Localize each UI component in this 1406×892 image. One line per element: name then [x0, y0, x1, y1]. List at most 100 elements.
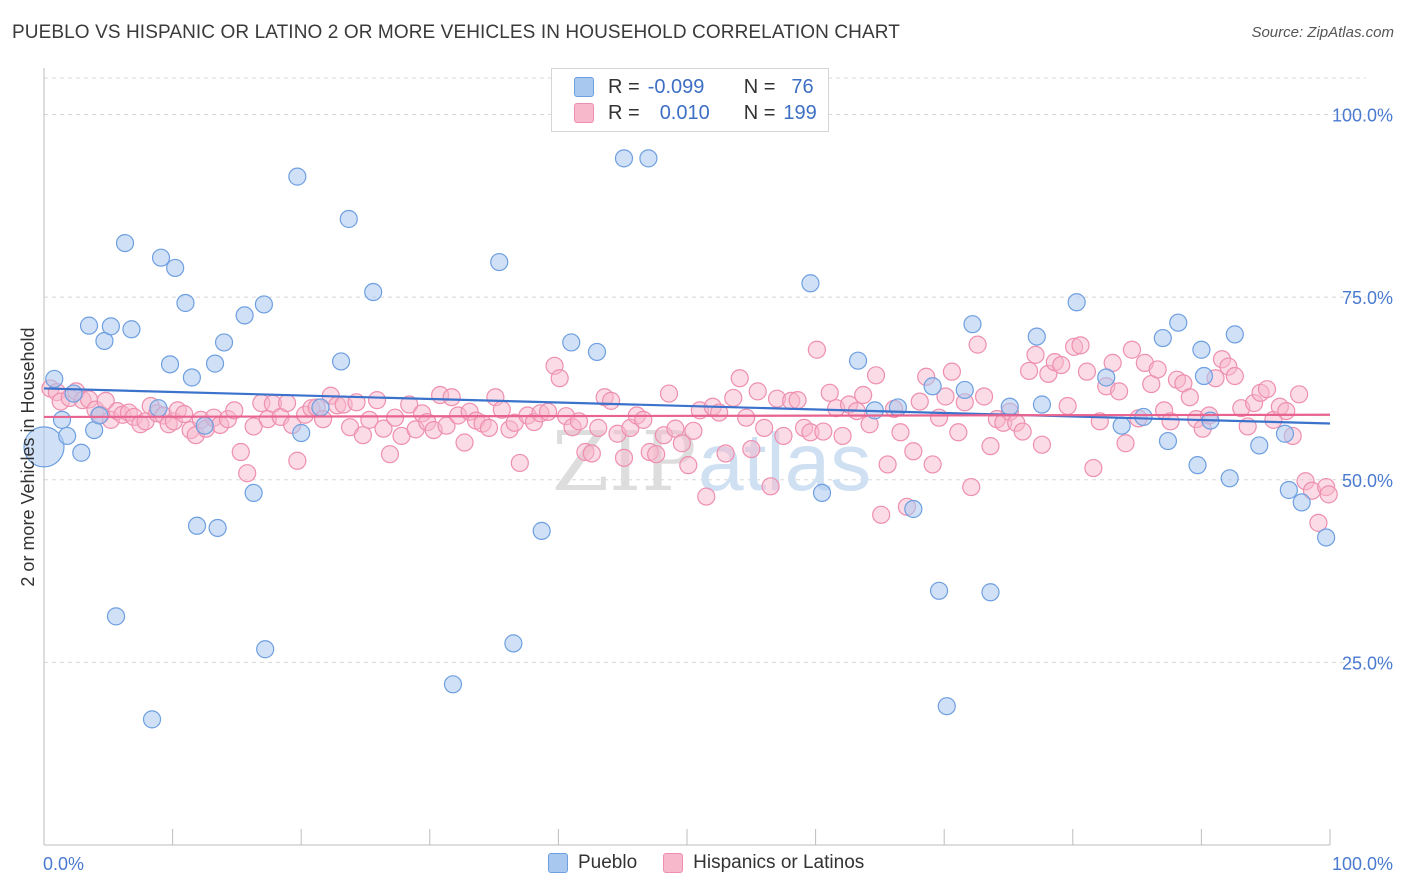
- data-point-hispanics: [1052, 355, 1071, 375]
- data-point-hispanics: [923, 455, 942, 474]
- data-point-pueblo: [52, 410, 72, 429]
- legend-swatch-hispanics: [574, 103, 594, 123]
- data-point-pueblo: [187, 516, 207, 535]
- data-point-hispanics: [730, 369, 749, 388]
- data-point-hispanics: [550, 369, 569, 388]
- legend-swatch-pueblo: [574, 77, 594, 97]
- data-point-hispanics: [878, 455, 897, 474]
- data-point-hispanics: [385, 408, 405, 427]
- x-tick-label-max: 100.0%: [1332, 854, 1393, 874]
- data-point-hispanics: [904, 442, 923, 461]
- data-point-hispanics: [774, 426, 793, 446]
- data-point-pueblo: [562, 333, 581, 352]
- data-point-hispanics: [589, 418, 608, 437]
- data-point-pueblo: [182, 368, 201, 387]
- data-point-pueblo: [205, 354, 225, 373]
- data-point-hispanics: [1109, 382, 1129, 401]
- data-point-pueblo: [1194, 366, 1214, 386]
- data-point-pueblo: [1027, 327, 1046, 346]
- data-point-hispanics: [244, 417, 263, 436]
- data-point-hispanics: [479, 418, 499, 437]
- legend-label-hispanics: Hispanics or Latinos: [693, 852, 865, 873]
- data-point-hispanics: [949, 423, 968, 442]
- data-point-pueblo: [504, 634, 523, 653]
- data-point-pueblo: [45, 369, 64, 389]
- data-point-hispanics: [1309, 513, 1328, 532]
- trendline-hispanics: [43, 413, 1331, 419]
- legend-swatch-hispanics: [663, 853, 684, 873]
- data-point-hispanics: [614, 448, 634, 467]
- data-point-hispanics: [367, 391, 387, 410]
- data-point-hispanics: [539, 402, 558, 421]
- data-point-pueblo: [812, 483, 832, 503]
- data-point-hispanics: [1013, 422, 1032, 441]
- data-point-hispanics: [380, 445, 400, 464]
- data-point-hispanics: [1161, 412, 1180, 431]
- data-point-pueblo: [1134, 407, 1153, 427]
- data-point-hispanics: [724, 388, 743, 408]
- trendline-pueblo: [43, 387, 1331, 425]
- data-point-pueblo: [106, 607, 126, 626]
- data-point-hispanics: [672, 434, 691, 453]
- data-point-pueblo: [288, 167, 307, 186]
- data-point-hispanics: [175, 404, 194, 424]
- tick-labels: 25.0% 50.0% 75.0% 100.0% 0.0% 100.0%: [43, 106, 1393, 874]
- data-point-pueblo: [1250, 436, 1269, 455]
- data-point-pueblo: [79, 316, 99, 335]
- data-point-hispanics: [442, 388, 461, 407]
- data-point-hispanics: [679, 456, 698, 475]
- x-tick-label-min: 0.0%: [43, 854, 84, 874]
- data-point-pueblo: [339, 209, 358, 229]
- legend-n-label: N =: [743, 75, 776, 98]
- data-point-hispanics: [755, 418, 774, 437]
- data-point-pueblo: [1220, 469, 1239, 488]
- data-point-hispanics: [634, 410, 653, 429]
- data-point-pueblo: [160, 355, 180, 374]
- data-point-pueblo: [848, 351, 868, 370]
- legend-n-value: 199: [783, 101, 817, 124]
- data-point-pueblo: [1169, 313, 1188, 332]
- data-point-hispanics: [866, 366, 886, 385]
- data-point-hispanics: [716, 444, 735, 463]
- data-point-pueblo: [1225, 325, 1244, 344]
- data-point-pueblo: [176, 293, 195, 313]
- data-point-pueblo: [532, 521, 551, 540]
- data-point-pueblo: [1188, 456, 1207, 475]
- data-point-hispanics: [968, 335, 987, 354]
- data-point-hispanics: [1225, 366, 1244, 386]
- legend-swatch-pueblo: [548, 853, 568, 873]
- data-point-pueblo: [64, 384, 83, 403]
- data-point-hispanics: [962, 477, 981, 497]
- data-point-pueblo: [23, 426, 65, 468]
- data-point-hispanics: [684, 421, 703, 440]
- data-point-pueblo: [1275, 424, 1295, 443]
- data-point-hispanics: [1077, 362, 1097, 381]
- data-point-pueblo: [587, 342, 607, 362]
- data-point-pueblo: [151, 248, 171, 267]
- data-point-pueblo: [490, 252, 509, 272]
- legend-r-label: R =: [608, 101, 640, 124]
- data-point-pueblo: [235, 306, 254, 325]
- data-point-pueblo: [195, 416, 214, 435]
- y-axis-label: 2 or more Vehicles in Household: [18, 327, 38, 586]
- data-point-pueblo: [1279, 480, 1298, 500]
- data-point-hispanics: [788, 391, 807, 410]
- data-point-pueblo: [58, 426, 77, 446]
- legend-n-value: 76: [791, 75, 814, 98]
- data-point-hispanics: [374, 419, 393, 438]
- data-point-hispanics: [1032, 435, 1052, 454]
- data-point-hispanics: [1116, 434, 1135, 453]
- y-tick-label: 100.0%: [1332, 106, 1393, 126]
- data-point-hispanics: [942, 362, 962, 381]
- data-point-pueblo: [149, 399, 168, 418]
- legend-n-label: N =: [743, 101, 776, 124]
- series-legend: Pueblo Hispanics or Latinos: [548, 852, 890, 874]
- data-point-pueblo: [115, 233, 135, 253]
- data-point-hispanics: [1257, 380, 1277, 399]
- data-point-hispanics: [761, 477, 780, 496]
- data-point-hispanics: [647, 445, 666, 464]
- data-point-hispanics: [582, 444, 601, 463]
- data-point-pueblo: [254, 295, 274, 314]
- data-point-hispanics: [1122, 340, 1142, 359]
- data-point-pueblo: [244, 483, 263, 503]
